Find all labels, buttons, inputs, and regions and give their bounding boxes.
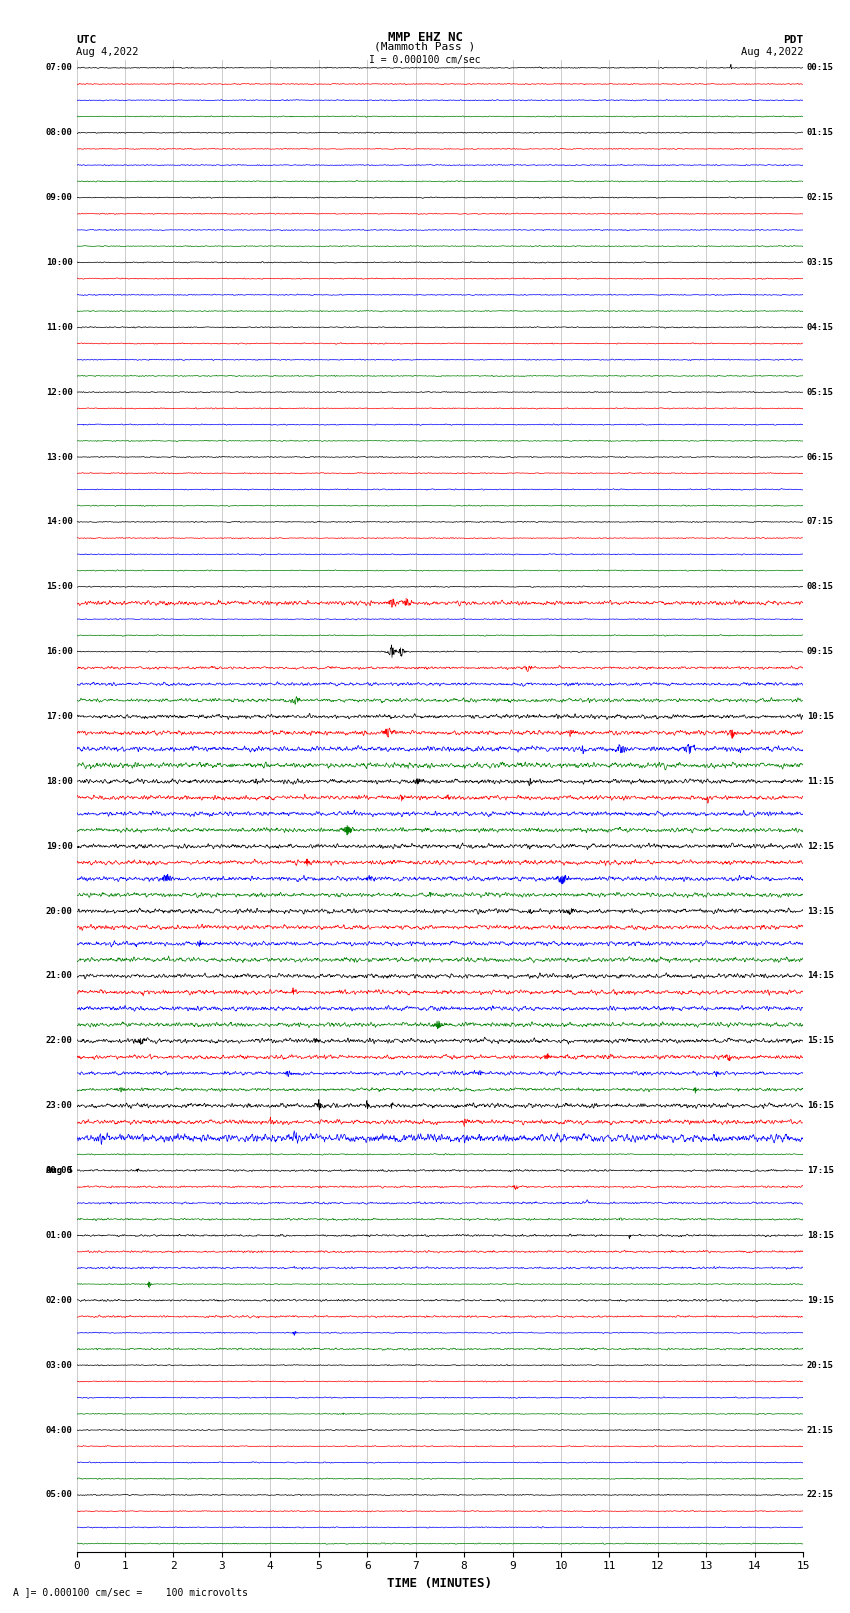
Text: I = 0.000100 cm/sec: I = 0.000100 cm/sec (369, 55, 481, 65)
Text: 03:15: 03:15 (807, 258, 834, 266)
Text: 14:00: 14:00 (46, 518, 73, 526)
Text: 19:15: 19:15 (807, 1295, 834, 1305)
Text: 18:15: 18:15 (807, 1231, 834, 1240)
Text: 09:00: 09:00 (46, 194, 73, 202)
Text: 08:00: 08:00 (46, 127, 73, 137)
Text: 11:00: 11:00 (46, 323, 73, 332)
Text: UTC: UTC (76, 35, 97, 45)
Text: 06:15: 06:15 (807, 453, 834, 461)
Text: 01:15: 01:15 (807, 127, 834, 137)
Text: 13:15: 13:15 (807, 907, 834, 916)
Text: PDT: PDT (783, 35, 803, 45)
Text: 15:00: 15:00 (46, 582, 73, 592)
Text: 21:15: 21:15 (807, 1426, 834, 1434)
Text: Aug 4,2022: Aug 4,2022 (76, 47, 139, 56)
Text: 18:00: 18:00 (46, 777, 73, 786)
Text: 05:00: 05:00 (46, 1490, 73, 1500)
Text: 22:15: 22:15 (807, 1490, 834, 1500)
Text: 15:15: 15:15 (807, 1036, 834, 1045)
Text: 19:00: 19:00 (46, 842, 73, 850)
Text: 12:15: 12:15 (807, 842, 834, 850)
Text: 07:00: 07:00 (46, 63, 73, 73)
Text: 07:15: 07:15 (807, 518, 834, 526)
Text: 10:00: 10:00 (46, 258, 73, 266)
Text: 03:00: 03:00 (46, 1361, 73, 1369)
Text: 01:00: 01:00 (46, 1231, 73, 1240)
Text: 14:15: 14:15 (807, 971, 834, 981)
Text: 17:15: 17:15 (807, 1166, 834, 1176)
Text: 23:00: 23:00 (46, 1102, 73, 1110)
Text: MMP EHZ NC: MMP EHZ NC (388, 31, 462, 44)
Text: 17:00: 17:00 (46, 711, 73, 721)
Text: 10:15: 10:15 (807, 711, 834, 721)
Text: 12:00: 12:00 (46, 387, 73, 397)
Text: 02:00: 02:00 (46, 1295, 73, 1305)
Text: 04:00: 04:00 (46, 1426, 73, 1434)
Text: 16:00: 16:00 (46, 647, 73, 656)
Text: 16:15: 16:15 (807, 1102, 834, 1110)
X-axis label: TIME (MINUTES): TIME (MINUTES) (388, 1578, 492, 1590)
Text: 02:15: 02:15 (807, 194, 834, 202)
Text: Aug 5: Aug 5 (46, 1166, 73, 1176)
Text: 21:00: 21:00 (46, 971, 73, 981)
Text: A ]= 0.000100 cm/sec =    100 microvolts: A ]= 0.000100 cm/sec = 100 microvolts (13, 1587, 247, 1597)
Text: Aug 4,2022: Aug 4,2022 (740, 47, 803, 56)
Text: 00:15: 00:15 (807, 63, 834, 73)
Text: 11:15: 11:15 (807, 777, 834, 786)
Text: 00:00: 00:00 (46, 1166, 73, 1176)
Text: 05:15: 05:15 (807, 387, 834, 397)
Text: 22:00: 22:00 (46, 1036, 73, 1045)
Text: 20:15: 20:15 (807, 1361, 834, 1369)
Text: 13:00: 13:00 (46, 453, 73, 461)
Text: 09:15: 09:15 (807, 647, 834, 656)
Text: 04:15: 04:15 (807, 323, 834, 332)
Text: 08:15: 08:15 (807, 582, 834, 592)
Text: (Mammoth Pass ): (Mammoth Pass ) (374, 42, 476, 52)
Text: 20:00: 20:00 (46, 907, 73, 916)
